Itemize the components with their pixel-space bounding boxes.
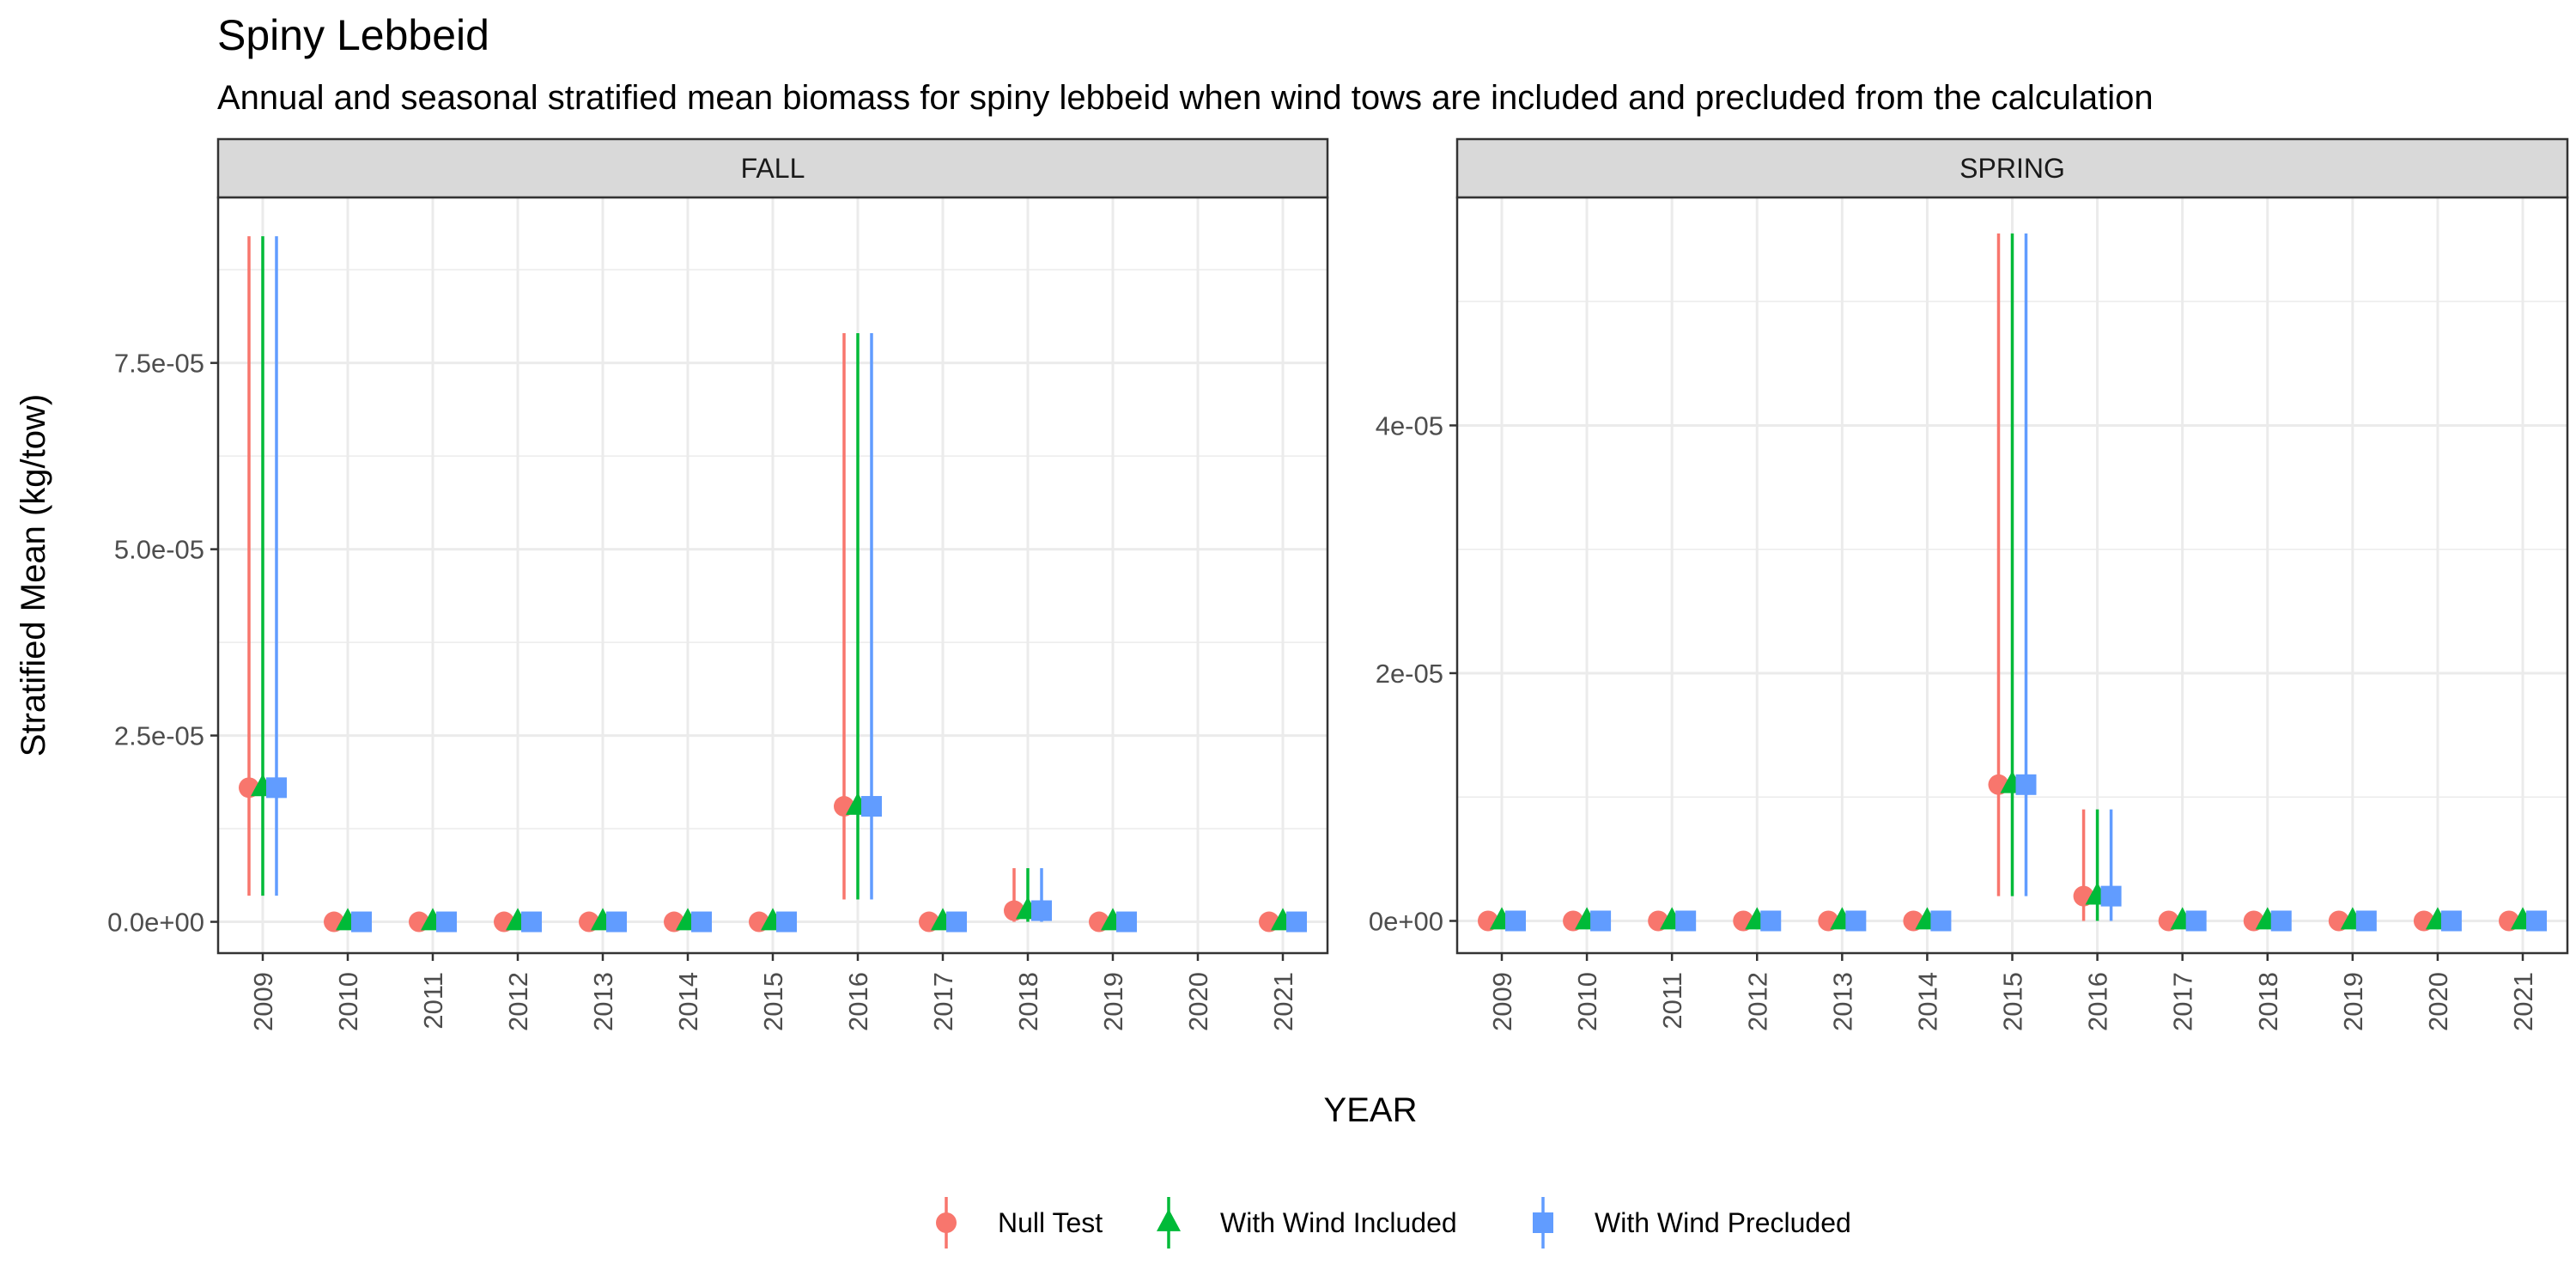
facet-panel-spring: SPRING 0e+00 2e-05 4e-05 2009 2010 2011 2012 201… <box>1369 137 2569 1031</box>
x-tick-label: 2020 <box>1183 972 1213 1031</box>
x-tick-label: 2019 <box>2338 972 2368 1031</box>
x-tick-label: 2018 <box>1013 972 1043 1031</box>
legend-item: With Wind Included <box>1157 1197 1457 1249</box>
x-tick-label: 2018 <box>2253 972 2283 1031</box>
x-tick-label: 2016 <box>843 972 873 1031</box>
data-point <box>1845 910 1867 932</box>
data-point <box>2100 885 2122 907</box>
data-point <box>946 911 967 933</box>
x-tick-label: 2017 <box>928 972 958 1031</box>
x-tick-label: 2010 <box>1572 972 1602 1031</box>
data-point <box>2355 910 2377 932</box>
legend-key-marker <box>1157 1208 1181 1231</box>
x-tick-label: 2014 <box>1912 972 1942 1031</box>
legend-label: With Wind Included <box>1220 1207 1457 1238</box>
y-tick-label: 0.0e+00 <box>107 908 204 938</box>
data-point <box>436 911 457 933</box>
data-point <box>2270 910 2292 932</box>
x-tick-label: 2010 <box>333 972 363 1031</box>
panel-border <box>216 196 1329 955</box>
data-point <box>606 911 627 933</box>
data-layer <box>239 236 1307 933</box>
chart-title: Spiny Lebbeid <box>217 11 489 59</box>
x-tick-label: 2021 <box>1268 972 1298 1031</box>
data-layer <box>1478 233 2547 932</box>
facet-strip <box>216 137 1329 199</box>
data-point <box>2015 774 2037 795</box>
legend-label: Null Test <box>998 1207 1103 1238</box>
data-point <box>2526 910 2547 932</box>
x-tick-label: 2019 <box>1098 972 1128 1031</box>
legend-key-marker <box>936 1212 957 1233</box>
y-tick-label: 2.5e-05 <box>114 721 204 751</box>
facet-panels: FALL 0.0e+00 2.5e-05 5.0e-05 7.5e-05 2009 2010… <box>107 137 2569 1031</box>
data-point <box>1031 900 1052 921</box>
data-point <box>1930 910 1952 932</box>
facet-strip-label: FALL <box>741 153 805 184</box>
data-point <box>1505 910 1526 932</box>
data-point <box>2185 910 2207 932</box>
data-point <box>2440 910 2462 932</box>
facet-panel-fall: FALL 0.0e+00 2.5e-05 5.0e-05 7.5e-05 2009 2010… <box>107 137 1329 1031</box>
legend-item: With Wind Precluded <box>1533 1197 1851 1249</box>
data-point <box>521 911 542 933</box>
x-tick-label: 2013 <box>1827 972 1857 1031</box>
x-tick-label: 2011 <box>1657 972 1687 1030</box>
x-axis-title: YEAR <box>1324 1091 1418 1129</box>
x-tick-label: 2009 <box>1487 972 1517 1031</box>
x-tick-label: 2015 <box>1998 972 2028 1031</box>
y-tick-label: 4e-05 <box>1376 410 1443 440</box>
facet-strip <box>1455 137 2569 199</box>
data-point <box>776 911 797 933</box>
data-point <box>861 796 882 817</box>
x-tick-label: 2009 <box>248 972 278 1031</box>
x-tick-label: 2013 <box>588 972 618 1031</box>
legend: Null Test With Wind Included With Wind Pre… <box>936 1197 1851 1249</box>
facet-strip-label: SPRING <box>1959 153 2065 184</box>
data-point <box>1590 910 1612 932</box>
data-point <box>1675 910 1697 932</box>
y-axis-title: Stratified Mean (kg/tow) <box>15 394 52 756</box>
x-tick-label: 2014 <box>673 972 703 1031</box>
data-point <box>351 911 372 933</box>
y-tick-label: 7.5e-05 <box>114 349 204 379</box>
data-point <box>691 911 712 933</box>
x-tick-label: 2016 <box>2083 972 2113 1031</box>
x-tick-label: 2015 <box>758 972 788 1031</box>
x-tick-label: 2021 <box>2508 972 2538 1031</box>
y-tick-label: 0e+00 <box>1369 906 1443 936</box>
x-tick-label: 2012 <box>503 972 533 1031</box>
legend-key-marker <box>1533 1212 1553 1233</box>
y-tick-label: 2e-05 <box>1376 659 1443 689</box>
x-tick-label: 2011 <box>418 972 448 1030</box>
legend-item: Null Test <box>936 1197 1103 1249</box>
chart-subtitle: Annual and seasonal stratified mean biom… <box>217 79 2154 117</box>
data-point <box>1286 911 1307 933</box>
x-tick-label: 2017 <box>2168 972 2198 1031</box>
y-tick-label: 5.0e-05 <box>114 535 204 565</box>
x-tick-label: 2012 <box>1742 972 1772 1031</box>
data-point <box>1116 911 1137 933</box>
data-point <box>1760 910 1782 932</box>
legend-label: With Wind Precluded <box>1595 1207 1851 1238</box>
panel-border <box>1455 196 2569 955</box>
data-point <box>266 777 287 799</box>
x-tick-label: 2020 <box>2423 972 2453 1031</box>
